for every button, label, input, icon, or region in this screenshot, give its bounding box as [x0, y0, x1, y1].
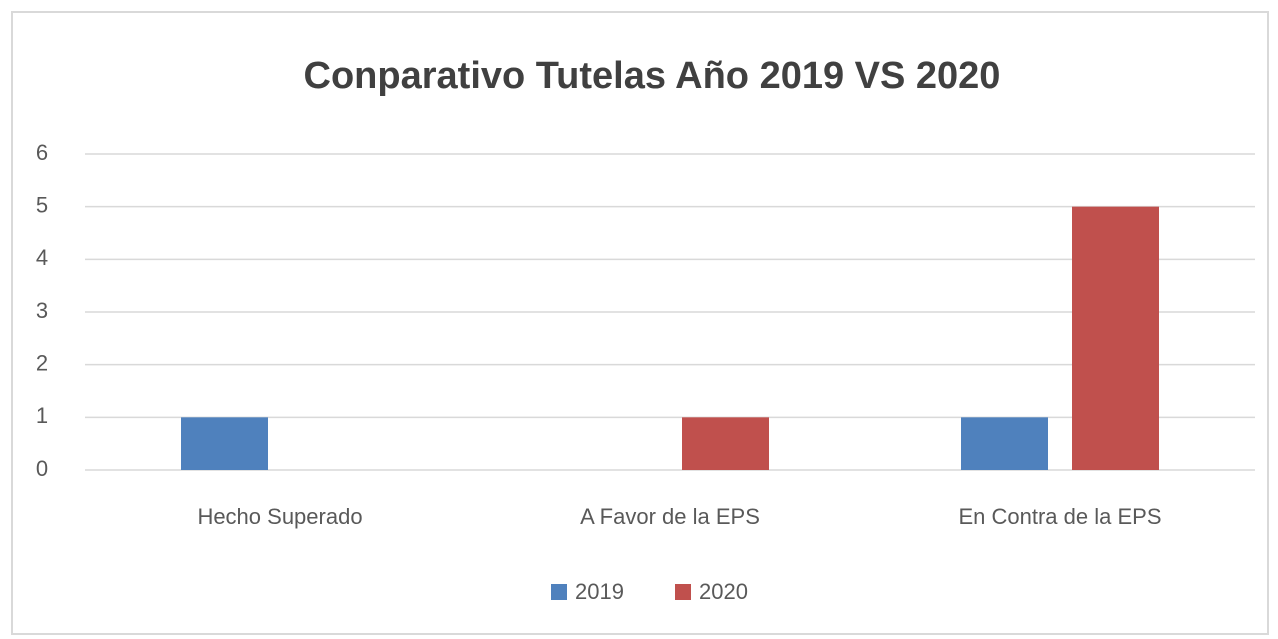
y-tick-label: 1	[36, 403, 48, 428]
y-tick-label: 0	[36, 456, 48, 481]
bar	[682, 417, 769, 470]
chart-title: Conparativo Tutelas Año 2019 VS 2020	[304, 55, 1001, 97]
y-tick-label: 4	[36, 245, 48, 270]
bar	[1072, 206, 1159, 470]
y-tick-label: 5	[36, 192, 48, 217]
bar	[961, 417, 1048, 470]
legend-label: 2020	[699, 579, 748, 604]
x-tick-label: Hecho Superado	[197, 504, 362, 529]
legend-label: 2019	[575, 579, 624, 604]
legend-swatch	[675, 584, 691, 600]
bar	[181, 417, 268, 470]
x-tick-label: A Favor de la EPS	[580, 504, 760, 529]
x-tick-label: En Contra de la EPS	[958, 504, 1161, 529]
y-tick-label: 3	[36, 298, 48, 323]
y-tick-label: 6	[36, 140, 48, 165]
chart-border	[11, 11, 1269, 635]
legend-swatch	[551, 584, 567, 600]
y-tick-label: 2	[36, 350, 48, 375]
